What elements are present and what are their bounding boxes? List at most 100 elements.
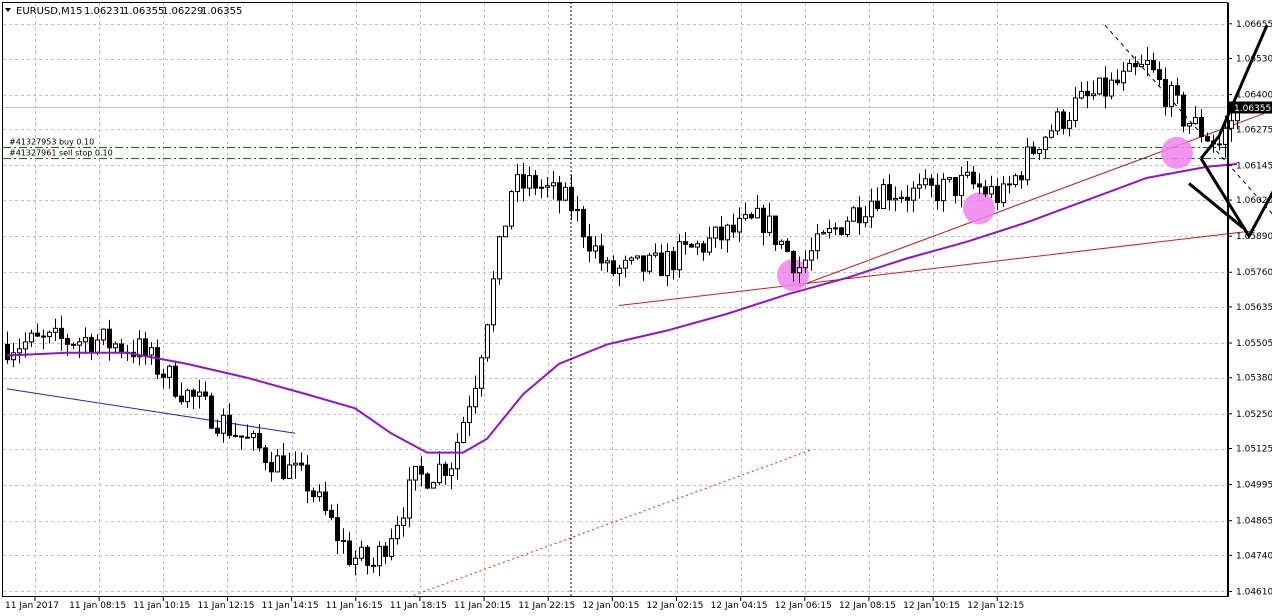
candle xyxy=(575,196,580,222)
candle xyxy=(479,354,484,397)
candle-body-bear xyxy=(905,196,910,201)
candle xyxy=(725,223,730,253)
candle xyxy=(29,329,34,348)
candle-body-bear xyxy=(719,226,724,241)
candle-body-bear xyxy=(887,184,892,201)
candle xyxy=(347,532,352,567)
candle-body-bear xyxy=(281,455,286,479)
candle xyxy=(887,174,892,211)
scenario-arrow-bullish-path[interactable] xyxy=(1199,24,1269,160)
candle-body-bear xyxy=(599,245,604,264)
candle-body-bull xyxy=(1055,111,1060,132)
candle xyxy=(1091,80,1096,100)
candle xyxy=(767,202,772,237)
candle xyxy=(1079,81,1084,100)
trend-line-support-red[interactable] xyxy=(618,230,1256,307)
candle xyxy=(275,448,280,473)
candle-body-bear xyxy=(1085,90,1090,97)
candle xyxy=(947,176,952,183)
candle-body-bull xyxy=(113,343,118,349)
candle-body-bear xyxy=(1115,79,1120,84)
candle-body-bear xyxy=(1031,146,1036,154)
candle-body-bull xyxy=(491,278,496,326)
candle-body-bear xyxy=(371,564,376,567)
scenario-arrow-bearish-path[interactable] xyxy=(1199,157,1272,240)
candle-body-bull xyxy=(293,462,298,466)
candle-body-bull xyxy=(653,252,658,256)
candle-body-bull xyxy=(1043,136,1048,151)
candle xyxy=(551,171,556,200)
candle-body-bear xyxy=(1103,77,1108,97)
candle-body-bear xyxy=(773,215,778,245)
candle-body-bull xyxy=(317,491,322,498)
candle xyxy=(35,323,40,337)
candle xyxy=(683,231,688,255)
candle xyxy=(743,202,748,221)
candle-body-bull xyxy=(815,233,820,252)
price-tick-label: 1.04740 xyxy=(1236,551,1272,561)
candle-body-bear xyxy=(107,328,112,349)
candle xyxy=(455,433,460,480)
candle xyxy=(599,233,604,271)
candle-body-bull xyxy=(449,468,454,476)
candle xyxy=(977,173,982,195)
moving-average xyxy=(6,162,1238,454)
candle xyxy=(239,435,244,450)
candle-body-bull xyxy=(401,517,406,526)
candle xyxy=(293,451,298,479)
candle xyxy=(377,541,382,577)
candle xyxy=(593,236,598,259)
candle-body-bull xyxy=(917,184,922,189)
candle-body-bear xyxy=(995,185,1000,203)
candle-body-bull xyxy=(509,191,514,227)
candle xyxy=(953,177,958,204)
candle xyxy=(923,169,928,189)
candle xyxy=(1067,111,1072,137)
candle xyxy=(5,331,10,364)
candle xyxy=(413,465,418,491)
candle-body-bull xyxy=(1229,120,1234,129)
candle xyxy=(1037,148,1042,160)
candle-body-bull xyxy=(911,187,916,201)
candle-body-bull xyxy=(77,341,82,346)
price-tick-label: 1.05125 xyxy=(1236,445,1272,455)
candle-body-bear xyxy=(839,227,844,236)
price-axis[interactable]: 1.06655 1.06530 1.06400 1.06275 1.06145 1.060… xyxy=(1228,3,1272,597)
candle-body-bull xyxy=(473,387,478,408)
candle-body-bull xyxy=(389,538,394,557)
candle-body-bear xyxy=(971,171,976,185)
scenario-arrow-bearish-stroke[interactable] xyxy=(1188,182,1244,229)
candle xyxy=(1001,176,1006,207)
candle-body-bull xyxy=(47,331,52,337)
candle-body-bear xyxy=(443,463,448,476)
order-lines[interactable]: #41327953 buy 0.10 #41327961 sell stop 0.… xyxy=(3,138,1228,159)
price-tick-label: 1.06020 xyxy=(1236,196,1272,206)
time-axis[interactable]: 11 Jan 2017 11 Jan 08:15 11 Jan 10:15 11 Ja… xyxy=(5,597,1024,611)
candle-body-bear xyxy=(143,338,148,356)
candle-body-bull xyxy=(563,186,568,201)
candle-body-bear xyxy=(335,517,340,541)
candle-body-bear xyxy=(1007,183,1012,186)
trend-line-dotted-red[interactable] xyxy=(408,449,812,598)
candle xyxy=(1127,59,1132,72)
candle-body-bull xyxy=(497,236,502,280)
scenario-arrows[interactable] xyxy=(1188,24,1272,240)
candle-body-bull xyxy=(1169,85,1174,107)
candle-body-bull xyxy=(1067,119,1072,129)
time-tick-label: 11 Jan 20:15 xyxy=(454,601,511,611)
candle-body-bear xyxy=(749,214,754,219)
candle xyxy=(611,255,616,277)
candle-body-bull xyxy=(845,220,850,236)
candle-body-bear xyxy=(239,435,244,438)
candle xyxy=(323,481,328,516)
candle xyxy=(191,388,196,410)
candle xyxy=(257,424,262,452)
dropdown-triangle-icon[interactable] xyxy=(5,8,11,12)
candle-body-bull xyxy=(1097,77,1102,95)
candle-body-bull xyxy=(1025,146,1030,181)
candle-body-bull xyxy=(395,524,400,540)
candle-body-bear xyxy=(299,462,304,466)
candle xyxy=(815,223,820,260)
candle-body-bull xyxy=(275,455,280,473)
